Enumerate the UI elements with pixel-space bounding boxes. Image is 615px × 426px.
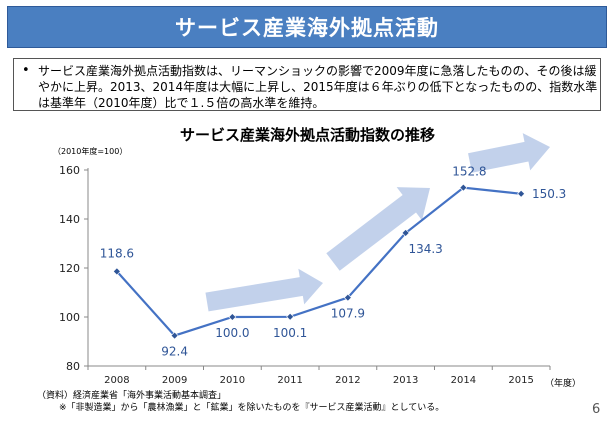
data-point-marker (401, 229, 410, 237)
x-tick-label: 2008 (104, 375, 129, 386)
x-tick-label: 2015 (508, 375, 533, 386)
y-tick-label: 160 (59, 164, 80, 177)
trend-arrow-icon (468, 133, 550, 173)
y-tick-label: 80 (66, 360, 80, 373)
x-tick-label: 2009 (162, 375, 187, 386)
data-label: 118.6 (100, 246, 134, 260)
y-tick-label: 120 (59, 262, 80, 275)
data-label: 134.3 (408, 242, 442, 256)
x-tick-label: 2014 (451, 375, 476, 386)
x-unit-note: （年度） (545, 379, 582, 389)
data-label: 152.8 (452, 165, 486, 179)
x-tick-label: 2012 (335, 375, 360, 386)
slide-title: サービス産業海外拠点活動 (175, 16, 439, 40)
data-label: 100.1 (273, 326, 307, 340)
data-point-marker (170, 331, 179, 340)
data-label: 100.0 (215, 326, 249, 340)
data-point-marker (343, 293, 352, 302)
trend-arrow-icon (205, 268, 323, 312)
data-point-marker (228, 313, 237, 321)
data-label: 150.3 (532, 187, 566, 201)
data-point-marker (286, 312, 295, 321)
data-point-marker (517, 189, 526, 198)
footnote: ※「非製造業」から「農林漁業」と「鉱業」を除いたものを『サービス産業活動』として… (59, 403, 445, 413)
page-number: 6 (592, 402, 601, 417)
data-point-marker (112, 267, 121, 276)
y-tick-label: 100 (59, 311, 80, 324)
x-tick-label: 2013 (393, 375, 418, 386)
series-line (116, 186, 522, 337)
bullet-icon: • (22, 63, 30, 78)
source-note: （資料）経済産業省「海外事業活動基本調査」 (37, 391, 227, 401)
slide-title-bar: サービス産業海外拠点活動 (7, 6, 607, 48)
trend-arrow-icon (326, 187, 430, 271)
chart-title: サービス産業海外拠点活動指数の推移 (179, 126, 435, 144)
y-unit-note: （2010年度=100） (53, 147, 128, 156)
x-tick-label: 2010 (220, 375, 245, 386)
x-tick-label: 2011 (277, 375, 302, 386)
summary-box: • サービス産業海外拠点活動指数は、リーマンショックの影響で2009年度に急落し… (13, 58, 601, 111)
data-label: 107.9 (331, 307, 365, 321)
data-label: 92.4 (161, 345, 188, 359)
data-point-marker (459, 183, 468, 192)
y-tick-label: 140 (59, 213, 80, 226)
summary-text: サービス産業海外拠点活動指数は、リーマンショックの影響で2009年度に急落したも… (38, 64, 598, 110)
